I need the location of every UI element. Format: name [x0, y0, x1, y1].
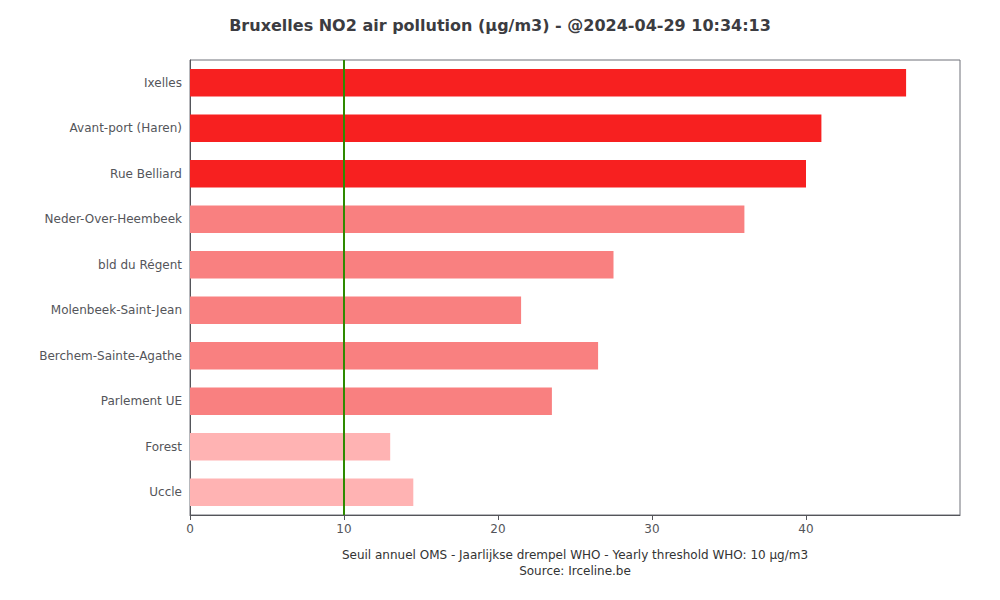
- svg-text:Neder-Over-Heembeek: Neder-Over-Heembeek: [45, 212, 182, 226]
- svg-text:Molenbeek-Saint-Jean: Molenbeek-Saint-Jean: [51, 303, 182, 317]
- svg-text:Source: Irceline.be: Source: Irceline.be: [519, 564, 631, 578]
- svg-text:Berchem-Sainte-Agathe: Berchem-Sainte-Agathe: [39, 349, 182, 363]
- svg-text:Rue Belliard: Rue Belliard: [110, 167, 182, 181]
- svg-text:10: 10: [336, 522, 351, 536]
- svg-text:40: 40: [798, 522, 813, 536]
- svg-text:Seuil annuel OMS - Jaarlijkse: Seuil annuel OMS - Jaarlijkse drempel WH…: [342, 548, 808, 562]
- svg-text:bld du Régent: bld du Régent: [98, 258, 182, 272]
- svg-text:Uccle: Uccle: [149, 485, 182, 499]
- svg-text:Bruxelles NO2 air pollution (μ: Bruxelles NO2 air pollution (μg/m3) - @2…: [229, 16, 771, 35]
- svg-text:Parlement UE: Parlement UE: [101, 394, 182, 408]
- svg-text:Ixelles: Ixelles: [144, 76, 182, 90]
- svg-text:30: 30: [644, 522, 659, 536]
- svg-text:Avant-port (Haren): Avant-port (Haren): [70, 121, 182, 135]
- svg-text:Forest: Forest: [145, 440, 182, 454]
- svg-text:20: 20: [490, 522, 505, 536]
- svg-text:0: 0: [186, 522, 194, 536]
